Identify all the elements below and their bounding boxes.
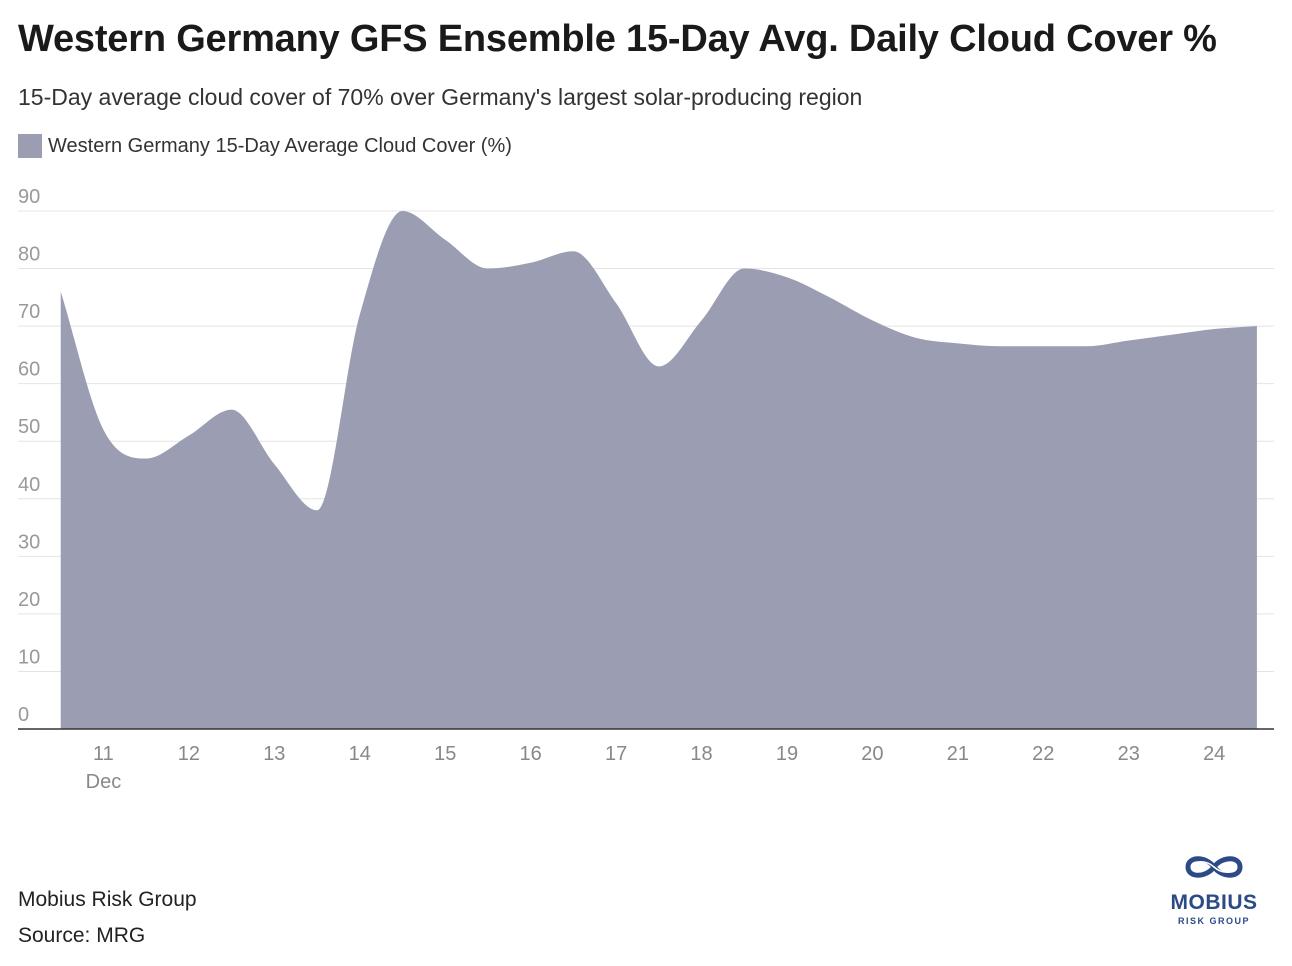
y-tick-label-70: 70 xyxy=(18,301,40,323)
y-tick-label-60: 60 xyxy=(18,359,40,381)
x-tick-label-23: 23 xyxy=(1118,743,1140,765)
x-tick-label-20: 20 xyxy=(861,743,883,765)
logo-wordmark: MOBIUS xyxy=(1170,891,1258,914)
y-tick-label-50: 50 xyxy=(18,416,40,438)
x-tick-label-15: 15 xyxy=(434,743,456,765)
series-area-cloud-cover xyxy=(60,211,1257,729)
y-tick-label-0: 0 xyxy=(18,704,29,726)
logo-tagline: RISK GROUP xyxy=(1177,916,1250,926)
legend-swatch xyxy=(18,134,42,158)
y-tick-label-80: 80 xyxy=(18,244,40,266)
chart-subtitle: 15-Day average cloud cover of 70% over G… xyxy=(18,84,863,110)
x-tick-label-18: 18 xyxy=(690,743,712,765)
mobius-loop-icon xyxy=(1185,856,1243,878)
legend-label: Western Germany 15-Day Average Cloud Cov… xyxy=(48,134,512,157)
x-tick-label-11: 11 xyxy=(93,743,114,765)
chart-title: Western Germany GFS Ensemble 15-Day Avg.… xyxy=(18,18,1217,60)
x-tick-label-12: 12 xyxy=(178,743,200,765)
area-layer xyxy=(60,211,1257,729)
y-tick-label-10: 10 xyxy=(18,646,40,668)
x-tick-label-14: 14 xyxy=(349,743,371,765)
company-logo: MOBIUS RISK GROUP xyxy=(1150,850,1278,926)
x-tick-label-17: 17 xyxy=(605,743,627,765)
x-tick-label-21: 21 xyxy=(947,743,969,765)
legend: Western Germany 15-Day Average Cloud Cov… xyxy=(18,134,512,158)
x-tick-label-19: 19 xyxy=(776,743,798,765)
cloud-cover-chart: 0 10 20 30 40 50 60 70 80 90 11 12 13 14 15 16 17 18 19 20 2… xyxy=(18,186,1274,793)
x-tick-label-16: 16 xyxy=(520,743,542,765)
footer-organization: Mobius Risk Group xyxy=(18,888,197,911)
y-tick-label-90: 90 xyxy=(18,186,40,208)
x-tick-label-13: 13 xyxy=(263,743,285,765)
x-month-label: Dec xyxy=(86,771,122,793)
y-tick-label-40: 40 xyxy=(18,474,40,496)
footer-source: Source: MRG xyxy=(18,924,146,947)
y-tick-label-30: 30 xyxy=(18,531,40,553)
y-tick-label-20: 20 xyxy=(18,589,40,611)
x-tick-label-24: 24 xyxy=(1203,743,1225,765)
label-layer: 0 10 20 30 40 50 60 70 80 90 11 12 13 14 15 16 17 18 19 20 2… xyxy=(18,186,1225,793)
x-tick-label-22: 22 xyxy=(1032,743,1054,765)
